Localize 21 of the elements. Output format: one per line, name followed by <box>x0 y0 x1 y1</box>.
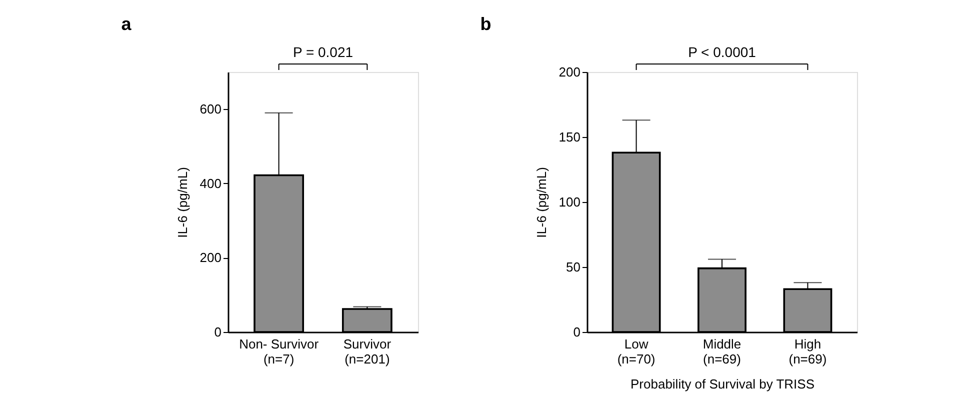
y-tick-label: 200 <box>200 250 222 266</box>
text: P < 0.0001 <box>688 44 756 60</box>
chart-title: a <box>121 14 132 34</box>
y-tick-label: 0 <box>573 324 580 340</box>
x-tick-label: Middle (n=69) <box>702 336 742 366</box>
y-tick-label: 150 <box>558 130 580 144</box>
y-tick-label: 200 <box>558 64 580 80</box>
x-tick-label: Survivor (n=201) <box>343 336 392 366</box>
y-tick-label: 600 <box>200 102 222 117</box>
y-axis-title: IL-6 (pg/mL) <box>534 167 549 238</box>
y-tick-label: 400 <box>200 176 222 191</box>
text: P = 0.021 <box>292 44 354 60</box>
y-tick-label: 100 <box>558 194 580 210</box>
y-tick-label: 0 <box>214 324 222 340</box>
x-tick-label: Low (n=70) <box>617 336 656 366</box>
chart-title: b <box>480 14 492 34</box>
x-axis-title: Probability of Survival by TRISS <box>630 376 815 392</box>
x-tick-label: High (n=69) <box>788 336 827 366</box>
y-axis-title: IL-6 (pg/mL) <box>174 167 190 238</box>
y-tick-label: 50 <box>566 260 580 274</box>
x-tick-label: Non- Survivor (n=7) <box>239 336 320 366</box>
